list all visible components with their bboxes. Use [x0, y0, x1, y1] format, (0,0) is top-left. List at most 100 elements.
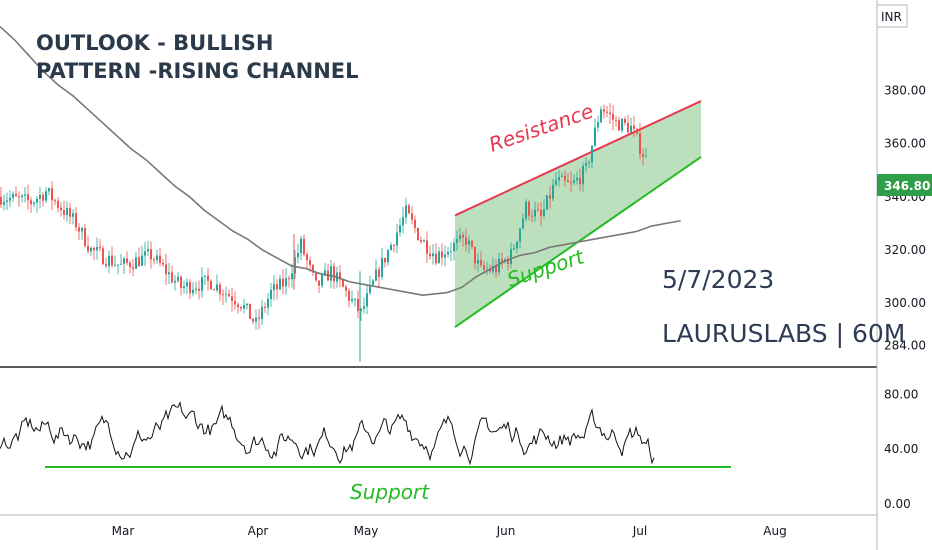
candle-body	[261, 306, 263, 320]
candle-body	[273, 284, 275, 290]
oscillator-support-label: Support	[350, 480, 430, 504]
candle-body	[213, 289, 215, 291]
candle-body	[441, 251, 443, 258]
price-tick-label: 360.00	[884, 137, 926, 151]
candle-body	[99, 247, 101, 249]
candle-body	[570, 182, 572, 184]
candle-body	[390, 244, 392, 251]
candle-body	[630, 125, 632, 133]
candle-body	[522, 218, 524, 229]
candle-body	[33, 202, 35, 205]
candle-body	[438, 251, 440, 264]
candle-body	[573, 180, 575, 183]
currency-box[interactable]	[876, 4, 908, 28]
candle-body	[633, 125, 635, 129]
candle-body	[348, 290, 350, 301]
candle-body	[63, 210, 65, 215]
candle-body	[294, 257, 296, 274]
candle-body	[357, 298, 359, 312]
candle-body	[297, 253, 299, 258]
candle-body	[78, 227, 80, 232]
candle-body	[516, 241, 518, 249]
candle-body	[588, 162, 590, 164]
candle-body	[339, 272, 341, 280]
candle-body	[408, 205, 410, 214]
candle-body	[471, 240, 473, 247]
candle-body	[117, 264, 119, 266]
candle-body	[369, 284, 371, 294]
candle-body	[18, 196, 20, 198]
candle-body	[222, 294, 224, 296]
candle-body	[555, 180, 557, 185]
candle-body	[291, 273, 293, 280]
candle-body	[546, 195, 548, 210]
candle-body	[396, 232, 398, 246]
candle-body	[102, 248, 104, 265]
time-tick-label: Jul	[632, 524, 647, 538]
candle-body	[132, 267, 134, 269]
candle-body	[282, 278, 284, 287]
candle-body	[279, 278, 281, 290]
candle-body	[141, 255, 143, 266]
candle-body	[246, 303, 248, 306]
candle-body	[609, 112, 611, 114]
candle-body	[612, 113, 614, 120]
candle-body	[237, 304, 239, 308]
candle-body	[333, 266, 335, 282]
candle-body	[207, 275, 209, 281]
candle-body	[270, 289, 272, 300]
candle-body	[321, 274, 323, 286]
candle-body	[312, 265, 314, 273]
candle-body	[363, 306, 365, 309]
candle-body	[306, 254, 308, 261]
candle-body	[138, 257, 140, 266]
candle-body	[462, 235, 464, 238]
candle-body	[144, 251, 146, 256]
candle-body	[519, 228, 521, 242]
candle-body	[3, 201, 5, 205]
candle-body	[579, 177, 581, 185]
candle-body	[534, 209, 536, 217]
candle-body	[456, 239, 458, 243]
candle-body	[228, 293, 230, 297]
candle-body	[453, 242, 455, 252]
oscillator-pane	[0, 401, 731, 469]
candle-body	[636, 128, 638, 134]
candle-body	[591, 145, 593, 163]
candle-body	[183, 286, 185, 289]
candle-body	[324, 270, 326, 275]
candle-body	[27, 194, 29, 201]
candle-body	[153, 259, 155, 261]
currency-label: INR	[881, 10, 902, 24]
symbol-text: LAURUSLABS | 60M	[662, 319, 905, 348]
candle-body	[387, 250, 389, 263]
moving-average	[0, 26, 681, 297]
candle-body	[120, 263, 122, 265]
candle-body	[168, 272, 170, 275]
candle-body	[567, 180, 569, 183]
candle-body	[288, 278, 290, 280]
resistance-label: Resistance	[486, 99, 597, 157]
candle-body	[342, 279, 344, 287]
candle-body	[564, 175, 566, 181]
candle-body	[639, 133, 641, 155]
candle-body	[189, 282, 191, 294]
candle-body	[381, 257, 383, 277]
candle-body	[252, 318, 254, 322]
candle-body	[594, 127, 596, 146]
candle-body	[645, 156, 647, 158]
candle-body	[276, 284, 278, 290]
candle-body	[525, 202, 527, 219]
candle-body	[60, 207, 62, 211]
candle-body	[129, 262, 131, 268]
candle-body	[198, 288, 200, 291]
candle-body	[477, 259, 479, 264]
candle-body	[492, 265, 494, 272]
candle-body	[162, 262, 164, 265]
candle-body	[249, 303, 251, 319]
candle-body	[300, 238, 302, 254]
candle-body	[510, 249, 512, 265]
candle-body	[402, 217, 404, 226]
candles	[0, 103, 647, 362]
candle-body	[48, 188, 50, 192]
